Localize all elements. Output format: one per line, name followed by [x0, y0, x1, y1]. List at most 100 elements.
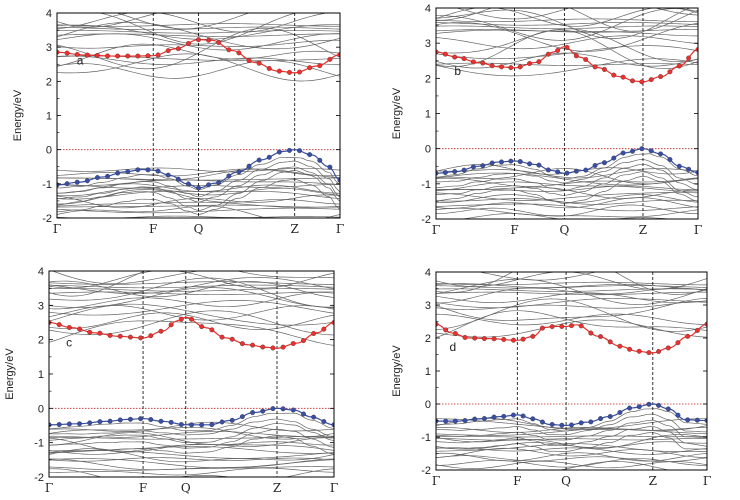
kpoint-label: Z — [291, 222, 299, 236]
valence-band-point — [695, 170, 698, 176]
conduction-band-point — [168, 322, 174, 328]
valence-band-point — [107, 418, 113, 424]
conduction-band-point — [667, 69, 673, 75]
valence-band-point — [549, 422, 555, 427]
kpoint-label: Γ — [336, 222, 344, 236]
background-band — [436, 413, 707, 436]
valence-band-point — [165, 172, 171, 178]
conduction-band-point — [148, 333, 154, 339]
background-band — [436, 300, 707, 310]
y-axis-title: Energy/eV — [4, 348, 16, 400]
background-band — [436, 178, 698, 187]
background-band — [436, 298, 707, 309]
background-band — [436, 285, 707, 289]
background-band — [436, 22, 698, 26]
conduction-band-point — [165, 48, 171, 54]
background-band — [51, 271, 201, 285]
valence-band-point — [216, 180, 222, 186]
y-tick-label: 2 — [425, 333, 431, 345]
background-band — [436, 455, 707, 463]
valence-band-point — [617, 410, 623, 415]
valence-band-point — [331, 422, 334, 428]
background-band — [57, 183, 340, 194]
y-tick-label: 2 — [38, 335, 44, 347]
y-tick-label: -2 — [34, 472, 44, 484]
valence-band-point — [636, 404, 642, 410]
y-tick-label: 1 — [46, 111, 52, 123]
background-band — [436, 8, 698, 32]
background-band — [49, 423, 334, 443]
background-band — [436, 192, 698, 201]
valence-band-point — [87, 420, 93, 426]
background-band — [436, 458, 707, 468]
conduction-band-point — [327, 56, 333, 62]
conduction-band-point — [280, 344, 286, 350]
background-band — [49, 457, 334, 462]
conduction-band-point — [260, 344, 266, 350]
valence-band-point — [499, 159, 504, 165]
conduction-band-point — [155, 52, 161, 58]
valence-band-point — [489, 160, 495, 166]
background-band — [49, 446, 334, 454]
conduction-band-point — [620, 74, 626, 80]
background-band — [436, 435, 707, 438]
conduction-band-point — [481, 336, 487, 341]
valence-band-point — [77, 421, 82, 427]
background-band — [436, 171, 698, 198]
valence-band-point — [592, 163, 598, 168]
conduction-band-point — [105, 53, 110, 59]
valence-band-point — [491, 414, 497, 420]
background-band — [436, 291, 707, 296]
conduction-band-point — [311, 331, 317, 336]
valence-band-point — [442, 170, 448, 176]
conduction-band-point — [517, 64, 523, 70]
valence-band-point — [676, 163, 682, 169]
plot-area-a — [57, 13, 340, 218]
conduction-band-point — [501, 337, 507, 342]
y-tick-label: 1 — [425, 366, 431, 378]
conduction-band-point — [331, 320, 334, 325]
background-band — [49, 427, 334, 440]
y-tick-label: -2 — [421, 465, 431, 477]
background-band — [436, 18, 698, 23]
background-band — [57, 160, 340, 198]
valence-band-point — [569, 422, 574, 428]
conduction-band-point — [77, 326, 82, 332]
conduction-band-point — [462, 335, 468, 340]
background-band — [436, 408, 707, 432]
kpoint-label: Z — [273, 481, 281, 495]
background-band — [436, 168, 698, 179]
kpoint-label: Γ — [703, 474, 711, 488]
background-band — [49, 468, 334, 477]
kpoint-label: Γ — [694, 223, 702, 237]
y-tick-label: 4 — [425, 3, 431, 15]
conduction-band-point — [321, 326, 327, 332]
valence-band-point — [480, 163, 486, 169]
background-band — [57, 207, 340, 214]
conduction-band-point — [307, 65, 313, 71]
valence-band-point — [578, 420, 584, 426]
conduction-band-point — [337, 52, 340, 58]
conduction-band-point — [178, 316, 184, 322]
conduction-band-point — [138, 335, 144, 341]
kpoint-label: Γ — [45, 481, 53, 495]
conduction-band-point — [125, 53, 131, 59]
valence-band-point — [540, 419, 545, 425]
conduction-band-point — [694, 327, 700, 333]
valence-band-point — [145, 167, 151, 173]
plot-area-c — [49, 271, 334, 477]
conduction-band-point — [145, 53, 151, 59]
conduction-band-point — [256, 60, 262, 66]
valence-band-point — [564, 170, 570, 176]
y-tick-label: 3 — [425, 300, 431, 312]
valence-band-point — [185, 181, 191, 187]
valence-band-point — [452, 169, 458, 175]
background-band — [436, 29, 698, 70]
background-band — [436, 45, 698, 60]
conduction-band-point — [630, 78, 635, 84]
valence-band-point — [115, 170, 121, 176]
conduction-band-point — [216, 40, 222, 45]
valence-band-point — [481, 416, 487, 422]
kpoint-label: Q — [559, 223, 569, 237]
conduction-band-point — [527, 61, 533, 66]
